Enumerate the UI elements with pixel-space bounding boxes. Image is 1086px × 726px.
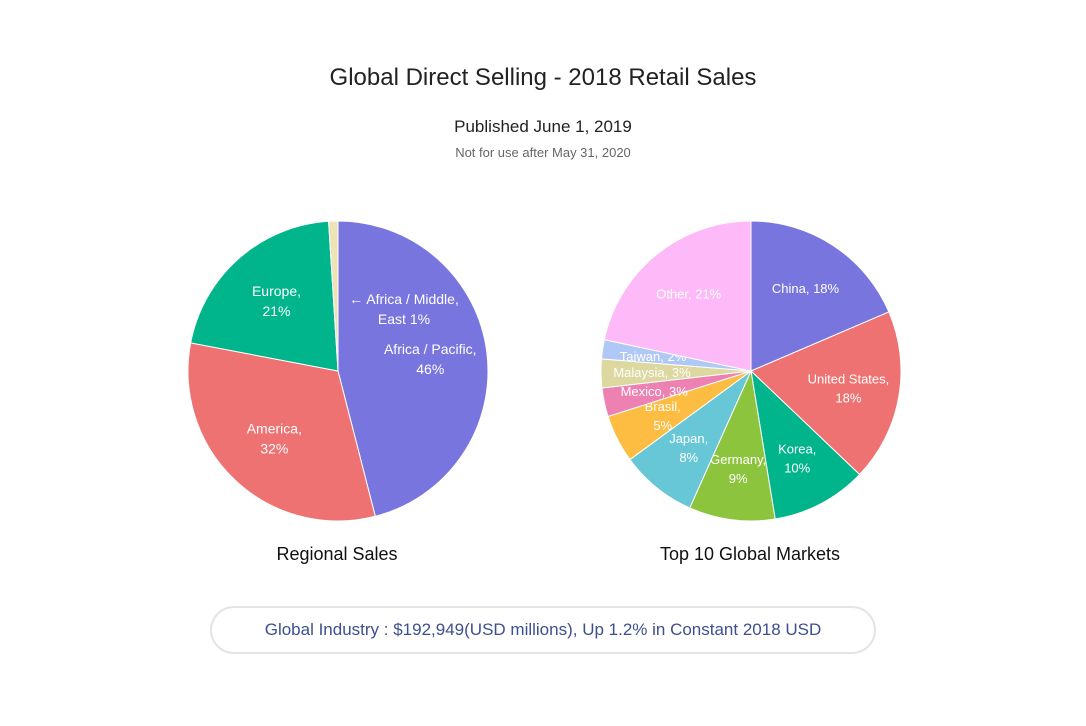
pie2-label-mexico-3: Mexico, 3% <box>621 384 689 399</box>
pie1-slice-africa-pacific-46 <box>337 220 489 517</box>
pie2-slice-china-18 <box>750 220 890 372</box>
pie2-slice-united-states-18 <box>750 311 902 476</box>
pie1-label-america-32: America, 32% <box>247 421 302 457</box>
industry-summary-text: Global Industry : $192,949(USD millions)… <box>264 620 822 639</box>
industry-summary-banner: Global Industry : $192,949(USD millions)… <box>210 606 876 654</box>
regional-sales-caption: Regional Sales <box>276 544 398 564</box>
pie1-slice-europe-21 <box>190 220 339 372</box>
pie2-label-germany-9: Germany, 9% <box>710 452 766 486</box>
pie1-label-africa-middle-east-1: ← Africa / Middle, East 1% <box>349 291 459 327</box>
pie2-slice-other-21 <box>603 220 752 372</box>
pie1-label-africa-pacific-46: Africa / Pacific, 46% <box>384 341 477 377</box>
pie1-slice-america-32 <box>187 342 376 522</box>
pie2-label-china-18: China, 18% <box>772 281 840 296</box>
pie2-label-malaysia-3: Malaysia, 3% <box>613 365 691 380</box>
pie1-slice-africa-middle-east-1 <box>328 220 339 372</box>
pie2-label-brasil-5: Brasil, 5% <box>645 399 681 433</box>
pie2-label-korea-10: Korea, 10% <box>778 442 816 476</box>
published-date: Published June 1, 2019 <box>454 117 632 136</box>
pie1-label-europe-21: Europe, 21% <box>252 283 301 319</box>
pie2-slice-korea-10 <box>750 369 861 520</box>
pie2-label-japan-8: Japan, 8% <box>669 431 708 465</box>
pie2-label-united-states-18: United States, 18% <box>808 372 890 406</box>
page-title: Global Direct Selling - 2018 Retail Sale… <box>329 64 757 91</box>
usage-notice: Not for use after May 31, 2020 <box>455 145 631 160</box>
pie2-label-other-21: Other, 21% <box>656 287 721 302</box>
top-markets-caption: Top 10 Global Markets <box>659 544 841 564</box>
pie2-slice-germany-9 <box>689 369 776 522</box>
